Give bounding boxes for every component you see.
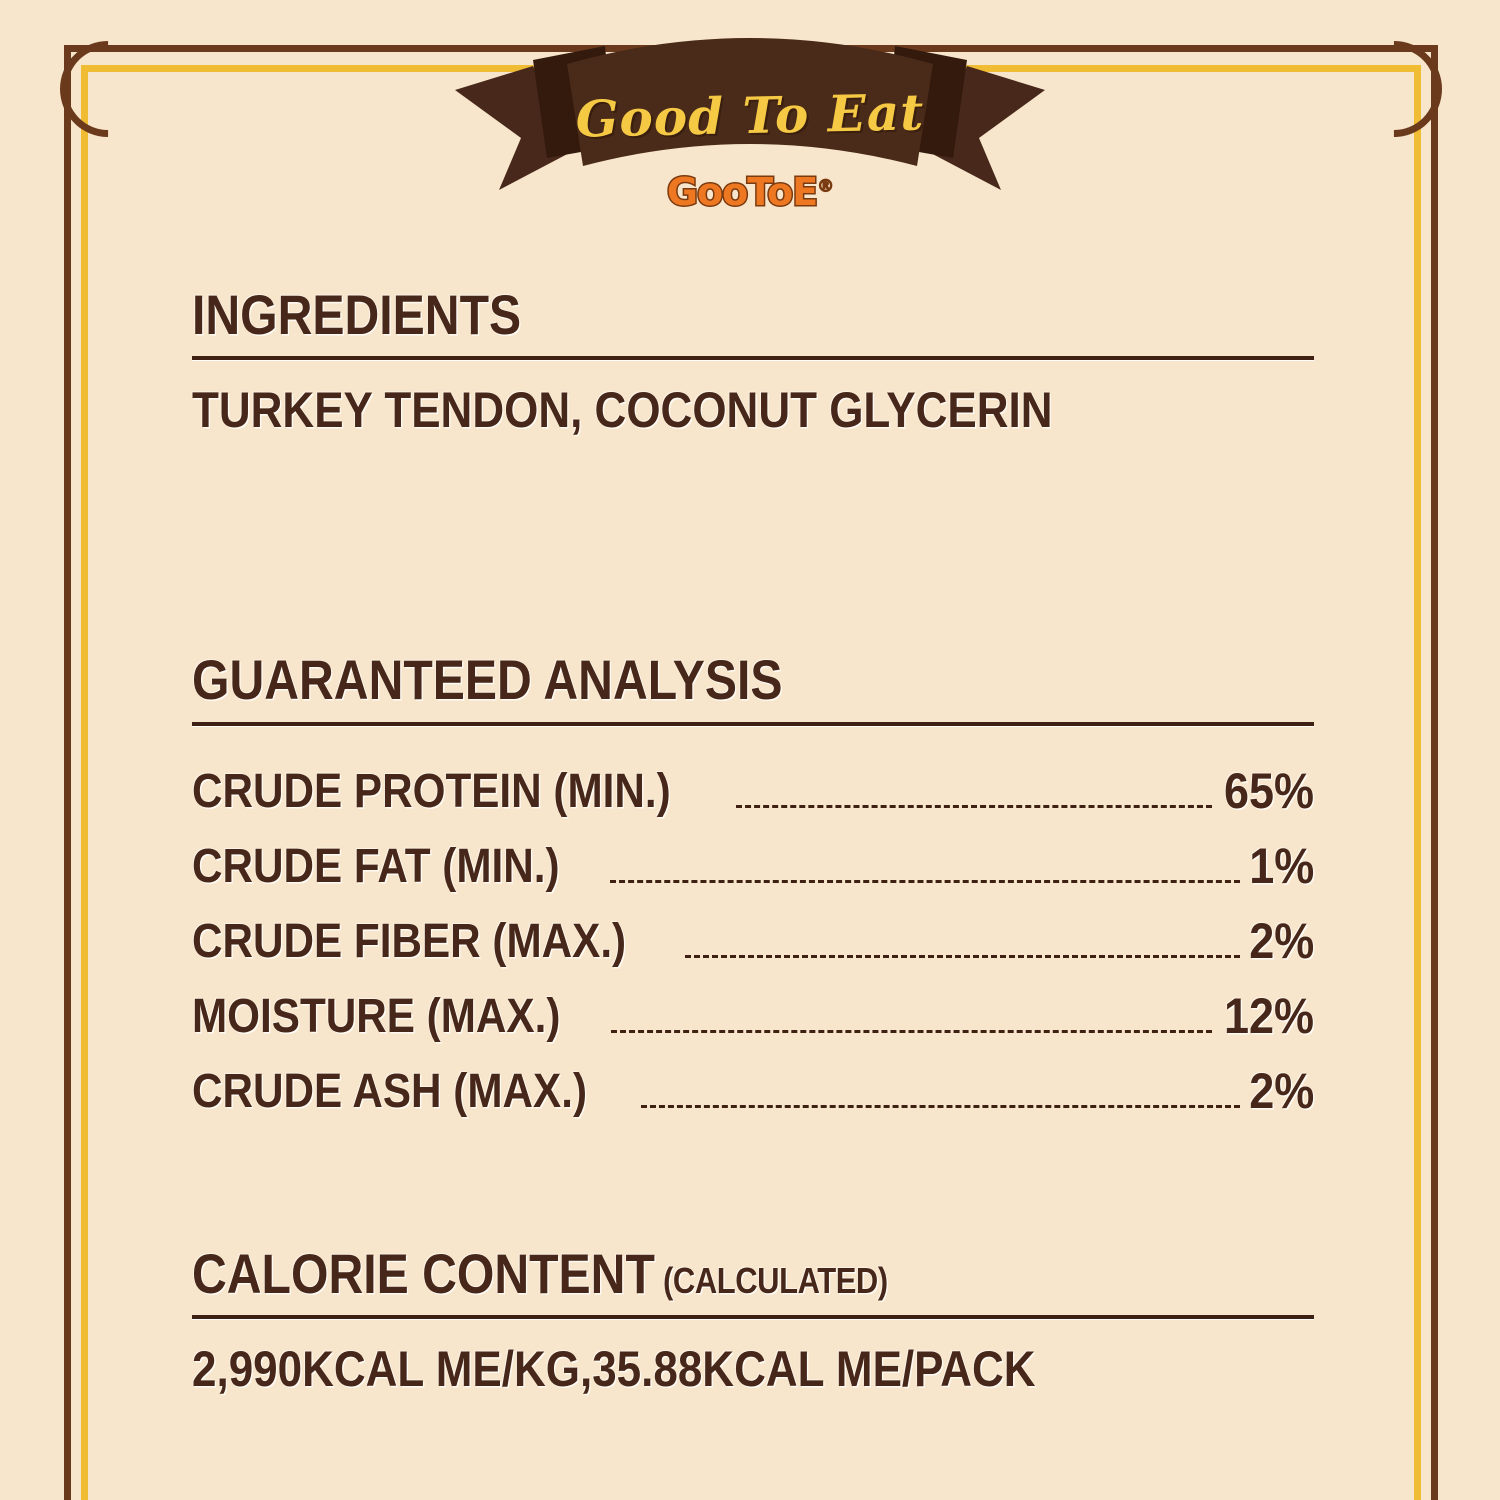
brand-wordmark: GooToE®: [455, 169, 1045, 216]
nutrient-value: 2%: [1248, 1062, 1314, 1119]
dotted-leader: [685, 954, 1240, 958]
ingredients-heading: INGREDIENTS: [192, 283, 522, 346]
registered-mark-icon: ®: [817, 176, 835, 197]
dotted-leader: [735, 804, 1212, 808]
nutrient-label: CRUDE FAT (MIN.): [192, 839, 560, 893]
dotted-leader: [640, 1104, 1240, 1108]
guaranteed-analysis-divider: [192, 721, 1314, 727]
table-row: MOISTURE (MAX.) 12%: [192, 966, 1314, 1041]
corner-flourish-top-left-icon: [40, 21, 176, 157]
brand-wordmark-text: GooToE: [665, 169, 819, 216]
section-spacer: [192, 1116, 1314, 1244]
nutrient-label: MOISTURE (MAX.): [192, 989, 561, 1043]
table-row: CRUDE FIBER (MAX.) 2%: [192, 891, 1314, 966]
guaranteed-analysis-table: CRUDE PROTEIN (MIN.) 65% CRUDE FAT (MIN.…: [192, 741, 1314, 1116]
nutrient-value: 2%: [1248, 912, 1314, 969]
calorie-content-heading-suffix: (CALCULATED): [654, 1259, 888, 1301]
guaranteed-analysis-heading: GUARANTEED ANALYSIS: [192, 648, 783, 712]
calorie-content-heading: CALORIE CONTENT (CALCULATED): [192, 1244, 1157, 1303]
section-spacer: [192, 438, 1314, 650]
dotted-leader: [610, 1029, 1212, 1033]
brand-banner: Good To Eat GooToE®: [455, 38, 1045, 216]
nutrient-value: 1%: [1248, 837, 1314, 894]
dotted-leader: [609, 879, 1240, 883]
calorie-content-heading-main: CALORIE CONTENT: [192, 1241, 655, 1305]
calorie-content-divider: [192, 1315, 1314, 1321]
nutrient-label: CRUDE FIBER (MAX.): [192, 914, 627, 968]
table-row: CRUDE ASH (MAX.) 2%: [192, 1041, 1314, 1116]
ribbon-shape-icon: [455, 38, 1045, 190]
ingredients-body: TURKEY TENDON, COCONUT GLYCERIN: [192, 382, 1053, 439]
nutrient-label: CRUDE PROTEIN (MIN.): [192, 764, 671, 818]
table-row: CRUDE FAT (MIN.) 1%: [192, 816, 1314, 891]
table-row: CRUDE PROTEIN (MIN.) 65%: [192, 741, 1314, 816]
banner-title: Good To Eat: [575, 82, 925, 149]
corner-flourish-top-right-icon: [1326, 21, 1462, 157]
ingredients-divider: [192, 356, 1314, 362]
nutrient-label: CRUDE ASH (MAX.): [192, 1064, 588, 1118]
calorie-content-body: 2,990KCAL ME/KG,35.88KCAL ME/PACK: [192, 1341, 1036, 1398]
label-content: INGREDIENTS TURKEY TENDON, COCONUT GLYCE…: [192, 285, 1314, 1397]
nutrient-value: 12%: [1223, 987, 1314, 1044]
nutrient-value: 65%: [1223, 762, 1314, 819]
